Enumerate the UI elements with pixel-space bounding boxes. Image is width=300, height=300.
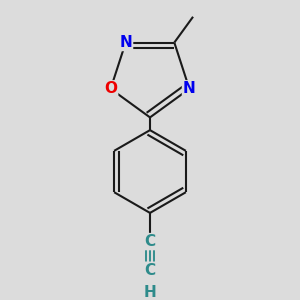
Text: N: N bbox=[183, 81, 196, 96]
Text: N: N bbox=[119, 35, 132, 50]
Text: H: H bbox=[144, 285, 156, 300]
Text: O: O bbox=[104, 81, 117, 96]
Text: C: C bbox=[144, 263, 156, 278]
Text: C: C bbox=[144, 234, 156, 249]
